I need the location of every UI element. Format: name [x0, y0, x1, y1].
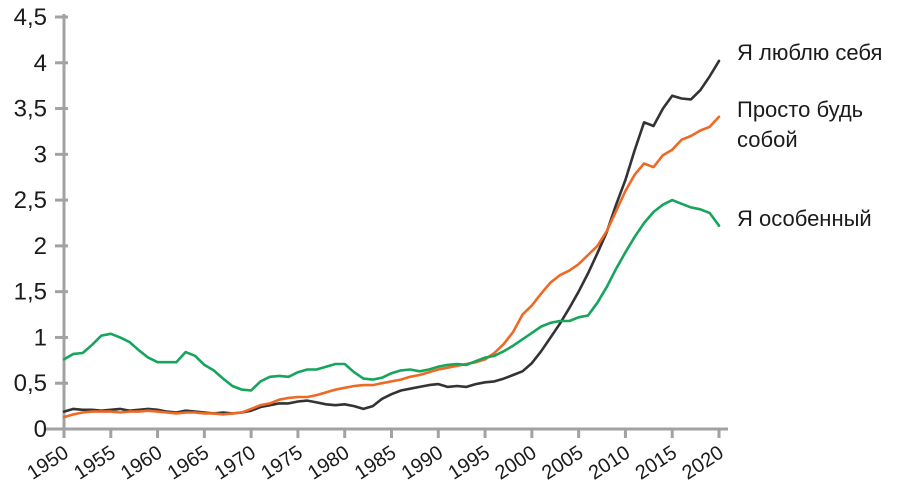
- x-tick-label: 1955: [70, 442, 119, 485]
- y-tick-label: 0,5: [14, 370, 47, 397]
- x-tick-label: 1990: [398, 442, 447, 485]
- y-tick-label: 0: [34, 416, 47, 443]
- y-tick-label: 4,5: [14, 4, 47, 31]
- x-tick-label: 2010: [585, 442, 634, 485]
- x-tick-label: 2015: [632, 442, 681, 485]
- x-tick-label: 1985: [351, 442, 400, 485]
- x-tick-label: 2020: [678, 442, 727, 485]
- series-line-1: [62, 115, 721, 419]
- y-tick-label: 2: [34, 233, 47, 260]
- series-line-0: [62, 59, 721, 415]
- y-tick-label: 1: [34, 324, 47, 351]
- y-tick-label: 3: [34, 141, 47, 168]
- x-tick-label: 2005: [538, 442, 587, 485]
- y-tick-label: 2,5: [14, 187, 47, 214]
- x-tick-label: 2000: [491, 442, 540, 485]
- x-tick-label: 1975: [257, 442, 306, 485]
- x-tick-label: 1960: [117, 442, 166, 485]
- y-tick-label: 1,5: [14, 279, 47, 306]
- x-tick-label: 1950: [23, 442, 72, 485]
- x-tick-label: 1980: [304, 442, 353, 485]
- legend-label-i-love-myself: Я люблю себя: [737, 40, 883, 65]
- x-tick-label: 1970: [211, 442, 260, 485]
- legend-label-just-be-yourself: Просто будь собой: [737, 97, 864, 152]
- x-tick-label: 1995: [444, 442, 493, 485]
- series-line-2: [62, 198, 721, 392]
- x-tick-label: 1965: [164, 442, 213, 485]
- legend-label-i-am-special: Я особенный: [737, 206, 872, 231]
- y-tick-label: 4: [34, 50, 47, 77]
- y-tick-label: 3,5: [14, 96, 47, 123]
